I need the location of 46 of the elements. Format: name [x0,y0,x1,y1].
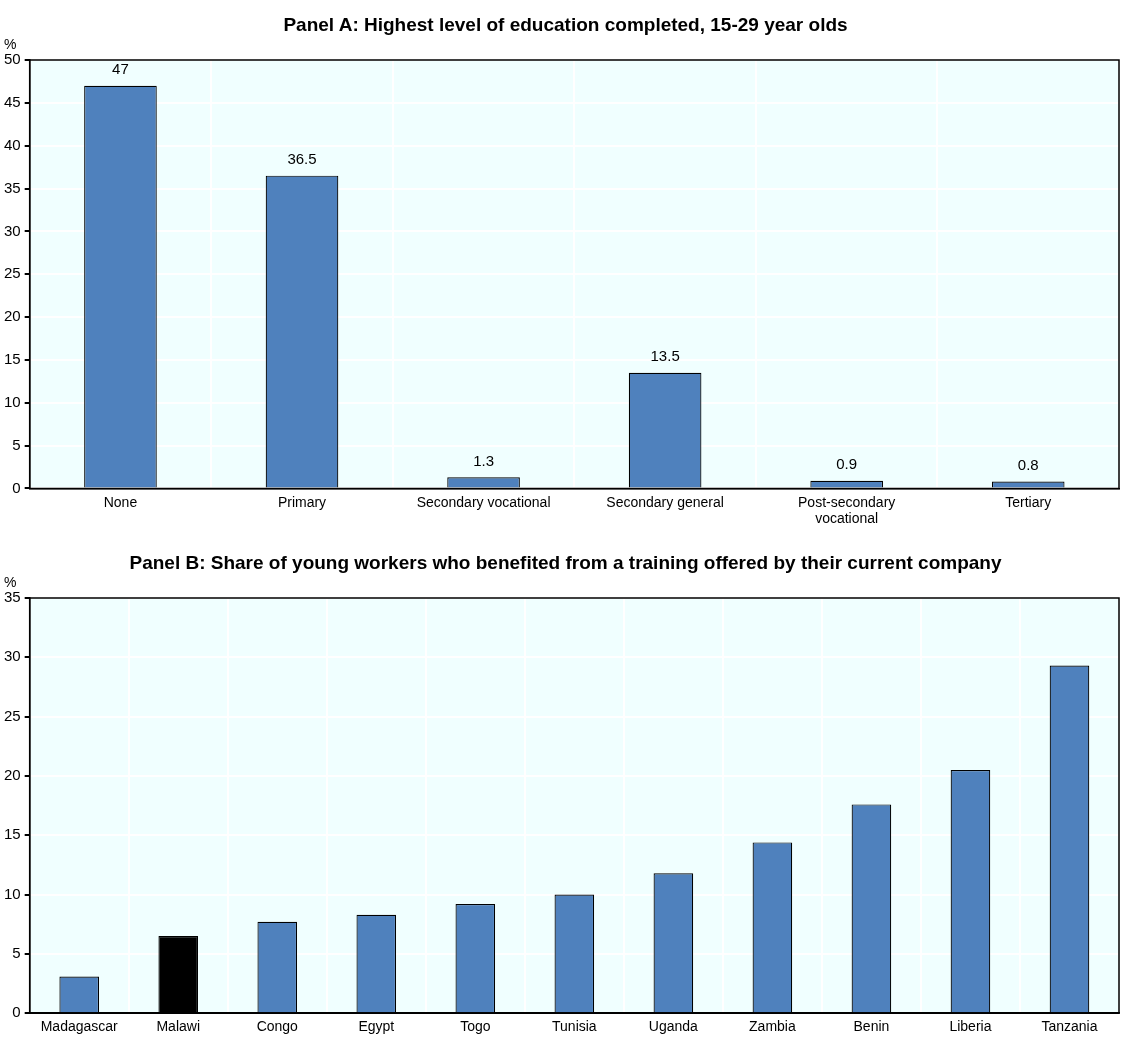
y-tick-label: 50 [4,50,21,68]
y-tick-label: 10 [4,884,21,902]
y-tick-label: 5 [12,435,21,453]
y-tick-label: 35 [4,588,21,606]
x-tick-label: Tanzania [1041,1018,1098,1035]
x-tick-label: Liberia [949,1018,992,1035]
data-label: 1.3 [473,451,494,469]
x-tick-label: Madagascar [40,1018,119,1035]
y-tick-label: 25 [4,264,21,282]
y-tick-label: 0 [12,1003,21,1021]
data-label: 0.9 [836,455,858,473]
x-tick-label: Uganda [648,1018,699,1035]
x-tick-label: Congo [256,1018,299,1035]
x-tick-label: Primary [277,493,327,510]
y-tick-label: 25 [4,706,21,724]
x-tick-label: Togo [460,1018,491,1035]
y-tick-label: 15 [4,350,21,368]
x-tick-label: None [103,493,138,510]
data-label: 0.8 [1017,456,1039,474]
y-axis-title: % [4,36,17,52]
y-tick-label: 35 [4,178,21,196]
data-label: 13.5 [650,347,680,365]
x-tick-label: Tertiary [1005,493,1052,510]
x-tick-label: Malawi [156,1018,201,1035]
x-tick-label: Post-secondary vocational [798,493,896,527]
y-tick-label: 0 [12,478,21,496]
x-tick-label: Secondary vocational [416,493,551,510]
x-tick-label: Benin [853,1018,890,1035]
chart-title: Panel A: Highest level of education completed, 15-29 year olds [283,14,848,35]
x-tick-label: Zambia [749,1018,796,1035]
y-axis-title: % [4,574,17,590]
chart-title: Panel B: Share of young workers who benefited from a training offered by their current company [129,552,1002,573]
y-tick-label: 10 [4,392,21,410]
y-tick-label: 20 [4,307,21,325]
y-tick-label: 15 [4,825,21,843]
y-tick-label: 30 [4,221,21,239]
x-tick-label: Tunisia [552,1018,597,1035]
y-tick-label: 5 [12,944,21,962]
y-tick-label: 45 [4,92,21,110]
y-tick-label: 30 [4,647,21,665]
x-tick-label: Egypt [358,1018,395,1035]
y-tick-label: 20 [4,766,21,784]
data-label: 47 [112,60,129,78]
data-label: 36.5 [287,150,317,168]
y-tick-label: 40 [4,135,21,153]
x-tick-label: Secondary general [606,493,724,510]
